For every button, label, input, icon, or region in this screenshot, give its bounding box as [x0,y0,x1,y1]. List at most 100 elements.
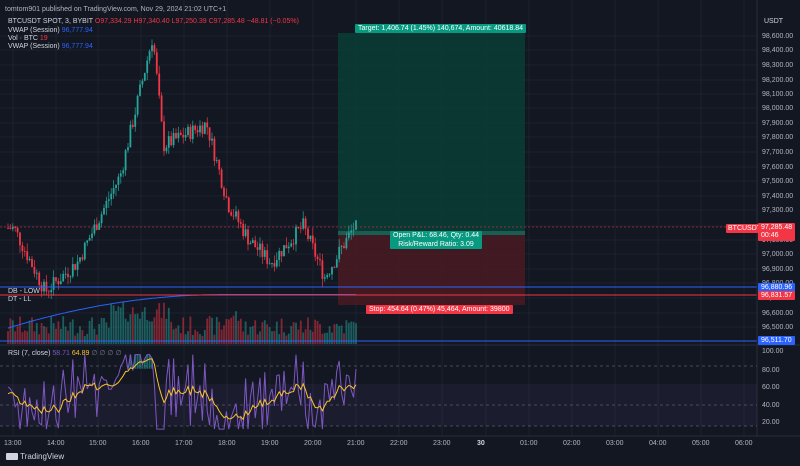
volume-bar [340,325,343,344]
candle-body [110,193,113,200]
legend-vwap-1[interactable]: VWAP (Session) 96,777.94 [8,26,93,35]
legend-volume[interactable]: Vol · BTC 19 [8,34,48,43]
pnl-line-2: Risk/Reward Ratio: 3.09 [398,241,474,248]
candle-body [251,240,254,244]
price-tick: 96,600.00 [762,310,794,317]
candlestick-series [7,39,357,300]
currency-label[interactable]: USDT [764,18,784,25]
candle-body [127,147,129,151]
candle-body [292,243,295,245]
candle-body [9,228,12,229]
volume-bar [271,331,273,344]
volume-bar [148,321,151,344]
price-tick: 97,700.00 [762,149,794,156]
volume-bar [79,326,81,344]
volume-bar [62,316,65,344]
legend-vwap-2[interactable]: VWAP (Session) 96,777.94 [8,42,93,51]
volume-bar [74,335,77,344]
candle-body [14,226,17,228]
volume-bar [213,334,216,344]
candle-body [244,229,247,237]
candle-body [266,250,269,264]
volume-bar [83,335,86,344]
candle-body [316,256,319,259]
candle-body [203,122,206,134]
candle-body [98,223,101,230]
volume-bar [179,333,182,344]
volume-bar [143,307,146,344]
volume-bar [52,323,55,344]
volume-bar [93,328,96,344]
candle-body [314,243,317,257]
candle-body [295,226,297,245]
candle-body [352,229,355,231]
volume-bar [256,334,259,344]
candle-body [340,246,343,247]
time-tick: 17:00 [175,440,193,447]
candle-body [57,280,60,285]
volume-bar [7,331,9,344]
price-tick: 98,100.00 [762,91,794,98]
volume-bar [247,334,249,344]
ohlc-change: −48.81 (−0.05%) [246,18,299,25]
volume-bar [292,322,295,344]
candle-body [141,80,144,85]
volume-bar [338,325,341,344]
dt-ll-price-tag: 96,831.57 [758,291,796,300]
candle-body [237,211,240,223]
candle-body [119,173,122,177]
volume-bar [350,321,353,344]
candle-body [115,184,117,189]
volume-bar [191,334,194,344]
candle-body [225,196,228,198]
candle-body [268,263,271,265]
candle-body [83,242,86,260]
volume-bar [302,332,305,344]
price-tick: 97,500.00 [762,178,794,185]
candle-body [122,170,125,174]
volume-bar [50,316,53,344]
candle-body [100,214,103,224]
price-tick: 98,400.00 [762,47,794,54]
candle-body [218,160,221,170]
volume-bar [285,335,288,344]
volume-bar [88,320,91,344]
volume-bar [280,318,283,344]
candle-body [309,235,312,239]
rsi-legend[interactable]: RSI (7, close) 58.71 64.89 ∅ ∅ ∅ ∅ [8,349,122,358]
volume-bar [11,320,14,344]
candle-body [107,199,110,201]
candle-body [287,246,290,249]
volume-bar [131,307,134,344]
time-tick: 06:00 [735,440,753,447]
volume-bar [134,314,137,344]
candle-body [35,272,38,274]
candle-body [331,267,333,275]
candle-body [290,243,293,247]
volume-bar [119,307,122,344]
symbol-title[interactable]: BTCUSDT SPOT, 3, BYBIT [8,18,93,25]
candle-body [153,45,156,53]
volume-bars [7,302,357,344]
volume-bar [297,329,300,344]
time-tick: 18:00 [218,440,236,447]
candle-body [23,251,26,252]
volume-bar [283,332,285,344]
candle-body [79,257,81,262]
volume-bar [326,332,329,344]
volume-bar [103,318,105,344]
volume-bar [182,317,185,344]
candle-body [76,261,79,270]
target-zone[interactable] [338,33,525,231]
candle-body [247,229,249,245]
volume-bar [220,329,223,344]
volume-bar [172,329,175,344]
time-tick: 14:00 [47,440,65,447]
volume-bar [331,332,333,344]
candle-body [263,250,266,257]
volume-bar [196,331,199,344]
volume-bar [98,323,101,344]
candle-body [350,230,353,233]
candle-body [26,251,29,261]
